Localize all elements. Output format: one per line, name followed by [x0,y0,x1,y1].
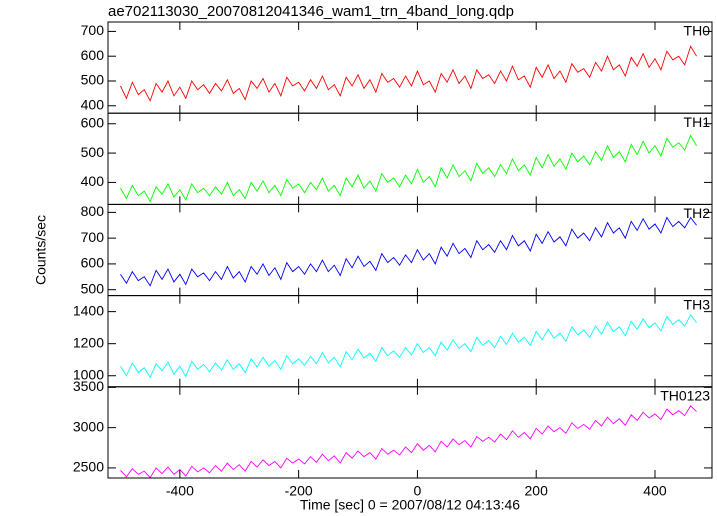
x-tick-label: -200 [285,483,313,499]
y-tick-label: 500 [81,72,105,88]
y-tick-label: 1400 [73,302,104,318]
panel-label: TH0123 [660,388,710,404]
y-axis-label: Counts/sec [33,215,49,285]
data-line [120,216,697,287]
y-tick-label: 3000 [73,418,104,434]
y-tick-label: 600 [81,255,105,271]
y-tick-label: 500 [81,144,105,160]
panel-frame [107,295,713,388]
y-tick-label: 700 [81,22,105,38]
y-tick-label: 3500 [73,378,104,394]
panel-frame [107,21,713,114]
x-tick-label: 0 [414,483,422,499]
panel-label: TH0 [684,23,711,39]
panel-frame [107,386,713,479]
x-tick-label: 200 [525,483,549,499]
y-tick-label: 2500 [73,459,104,475]
x-axis-label: Time [sec] 0 = 2007/08/12 04:13:46 [300,497,520,513]
y-tick-label: 800 [81,203,105,219]
chart-title: ae702113030_20070812041346_wam1_trn_4ban… [108,3,514,20]
data-line [120,313,697,379]
y-tick-label: 700 [81,229,105,245]
panel-label: TH1 [684,114,711,130]
panel-frame [107,203,713,297]
data-line [120,45,697,102]
y-tick-label: 600 [81,47,105,63]
y-tick-label: 1000 [73,366,104,382]
panel-label: TH2 [684,205,711,221]
y-tick-label: 400 [81,96,105,112]
x-tick-label: 400 [643,483,667,499]
panel-frame [107,112,713,205]
data-line [120,405,697,478]
y-tick-label: 500 [81,280,105,296]
panel-label: TH3 [684,296,711,312]
y-tick-label: 1200 [73,334,104,350]
data-line [120,134,697,203]
x-tick-label: -400 [166,483,194,499]
y-tick-label: 600 [81,114,105,130]
y-tick-label: 400 [81,173,105,189]
